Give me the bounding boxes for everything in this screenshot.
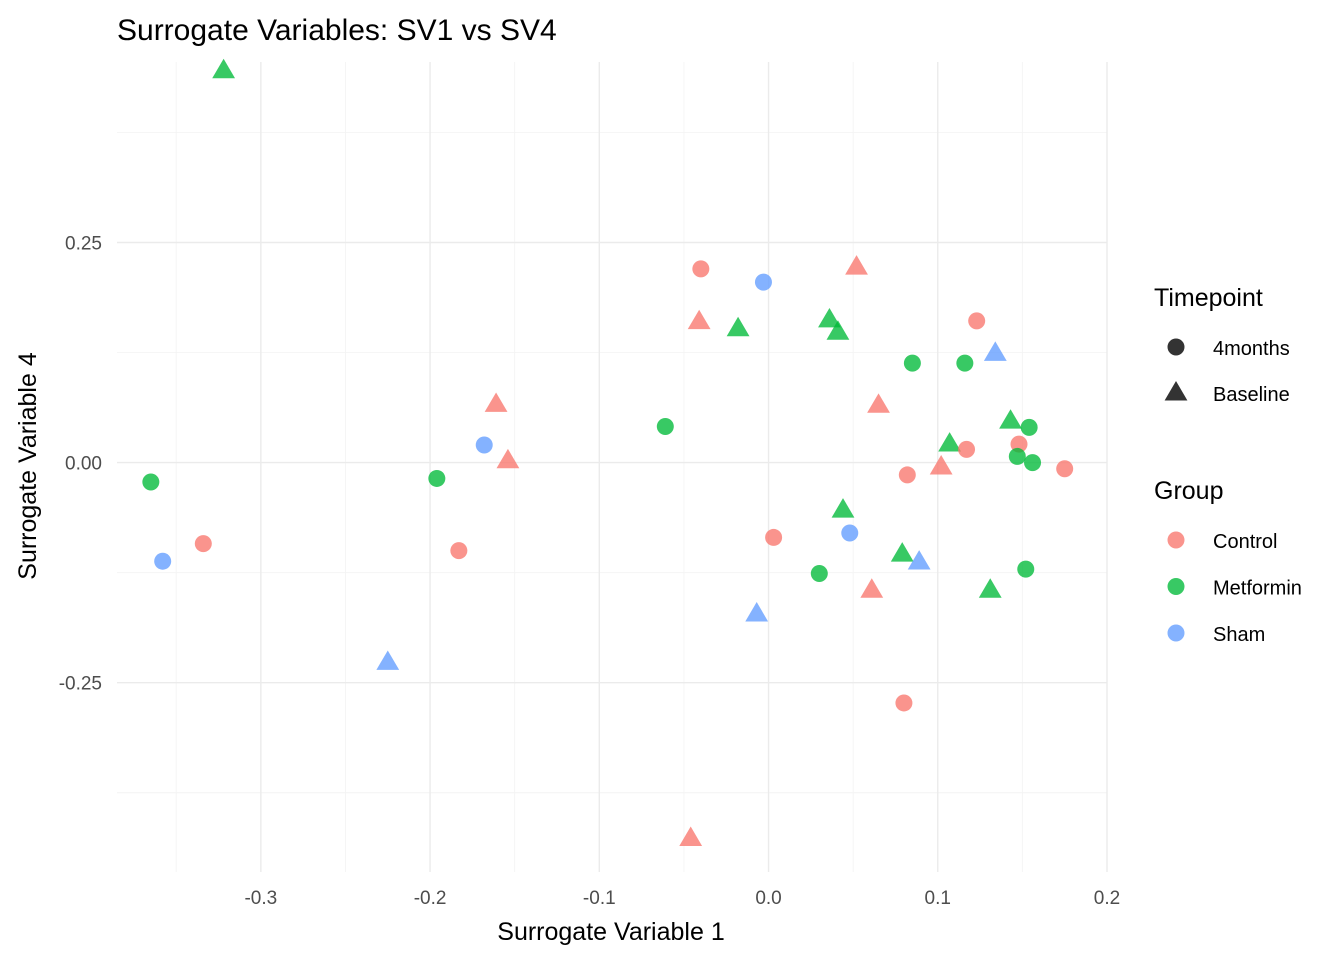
data-point-control-circle <box>194 535 212 553</box>
data-point-metformin-triangle <box>831 498 855 518</box>
data-point-metformin-circle <box>810 565 828 583</box>
y-axis-title: Surrogate Variable 4 <box>14 352 42 580</box>
data-point-metformin-circle <box>1020 418 1038 436</box>
data-point-metformin-triangle <box>938 432 962 452</box>
data-point-metformin-circle <box>956 354 974 372</box>
legend-key-sham-icon <box>1167 624 1185 642</box>
data-point-control-triangle <box>860 578 884 598</box>
y-tick-label: -0.25 <box>59 674 102 695</box>
data-point-control-triangle <box>845 255 868 275</box>
legend-key-triangle-icon <box>1164 381 1188 401</box>
x-tick-label: -0.1 <box>583 888 616 909</box>
data-point-control-triangle <box>484 392 508 412</box>
legend-label: Control <box>1213 531 1277 553</box>
y-tick-label: 0.00 <box>65 454 102 475</box>
data-point-metformin-circle <box>903 354 921 372</box>
legend-label: Baseline <box>1213 384 1290 406</box>
data-point-control-circle <box>895 694 913 712</box>
x-axis-title: Surrogate Variable 1 <box>497 918 724 946</box>
x-tick-label: -0.3 <box>244 888 277 909</box>
data-point-sham-triangle <box>376 650 400 670</box>
data-point-metformin-circle <box>142 473 160 491</box>
data-point-control-circle <box>450 542 468 560</box>
data-point-control-circle <box>898 466 916 484</box>
data-point-metformin-circle <box>656 418 674 435</box>
data-point-metformin-circle <box>428 469 446 487</box>
data-point-metformin-triangle <box>890 542 914 562</box>
legend-label: 4months <box>1213 338 1290 360</box>
data-point-control-circle <box>1056 460 1074 478</box>
grid <box>117 62 1108 872</box>
data-point-metformin-triangle <box>818 307 841 328</box>
legend-title-group: Group <box>1154 477 1223 505</box>
y-tick-label: 0.25 <box>65 233 102 254</box>
data-point-sham-triangle <box>983 341 1007 361</box>
data-point-sham-circle <box>475 436 493 454</box>
legend-key-control-icon <box>1167 531 1185 549</box>
legend-key-metformin-icon <box>1167 578 1185 595</box>
x-tick-label: -0.2 <box>414 888 447 909</box>
legend-label: Metformin <box>1213 578 1302 600</box>
x-tick-label: 0.1 <box>925 888 951 909</box>
data-point-metformin-circle <box>1008 447 1026 465</box>
data-point-control-triangle <box>929 455 953 475</box>
legend-key-circle-icon <box>1167 338 1185 356</box>
data-point-control-circle <box>968 312 986 330</box>
data-point-sham-circle <box>154 552 172 570</box>
data-point-sham-circle <box>841 524 859 542</box>
data-point-sham-triangle <box>745 602 769 622</box>
x-tick-label: 0.0 <box>755 888 781 909</box>
data-point-metformin-triangle <box>999 409 1022 429</box>
data-point-control-triangle <box>687 309 711 330</box>
data-point-control-circle <box>692 260 710 278</box>
chart-title: Surrogate Variables: SV1 vs SV4 <box>117 14 557 47</box>
data-point-control-triangle <box>679 826 703 846</box>
data-points <box>142 58 1074 846</box>
axes: Surrogate Variables: SV1 vs SV4 Surrogat… <box>14 14 1120 946</box>
data-point-metformin-triangle <box>212 58 236 79</box>
data-point-control-triangle <box>496 448 520 469</box>
x-tick-label: 0.2 <box>1094 888 1120 909</box>
data-point-metformin-circle <box>1024 454 1042 472</box>
data-point-sham-triangle <box>907 550 931 570</box>
legend: Timepoint Group 4months Baseline Control Me… <box>1154 284 1302 646</box>
data-point-sham-circle <box>754 273 772 291</box>
data-point-metformin-circle <box>1017 560 1035 578</box>
data-point-metformin-triangle <box>978 578 1002 598</box>
legend-title-timepoint: Timepoint <box>1154 284 1263 312</box>
data-point-metformin-triangle <box>726 316 750 337</box>
data-point-control-triangle <box>867 393 890 413</box>
legend-label: Sham <box>1213 624 1265 646</box>
data-point-control-circle <box>765 528 783 546</box>
data-point-control-circle <box>958 440 976 458</box>
data-point-metformin-triangle <box>826 320 850 340</box>
